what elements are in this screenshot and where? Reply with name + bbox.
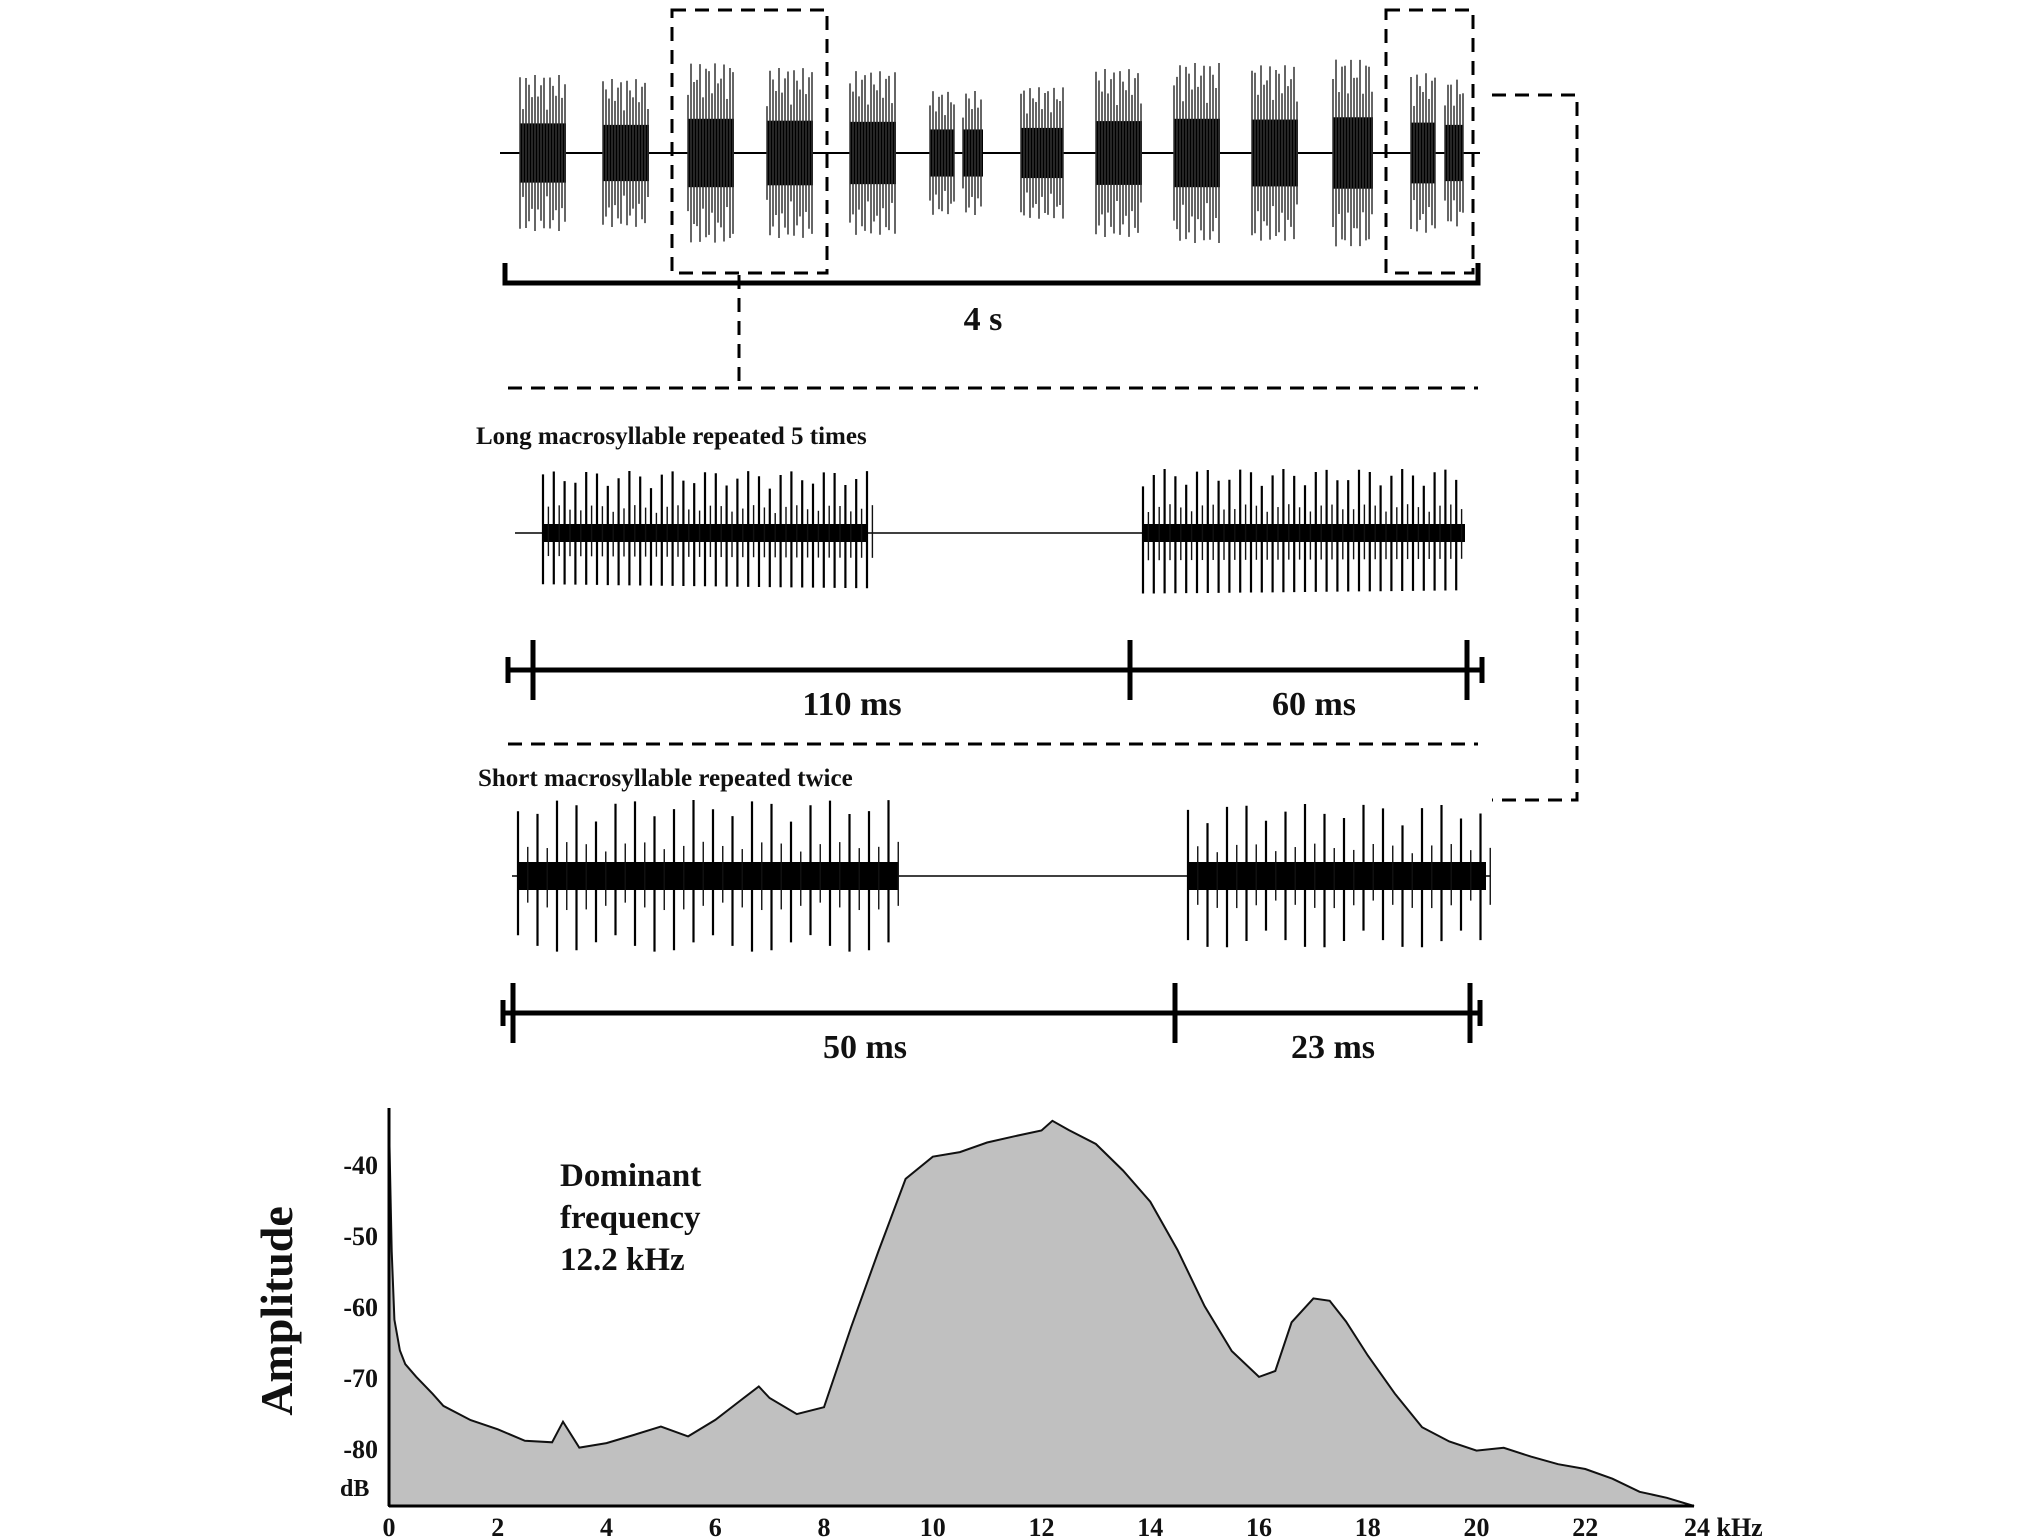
x-tick-label: 4 (600, 1513, 613, 1538)
y-tick-label: -60 (343, 1293, 378, 1322)
dominant-frequency-annotation-line1: Dominant (560, 1158, 701, 1194)
zoom-connectors (737, 93, 1579, 802)
y-tick-label: -50 (343, 1222, 378, 1251)
short-macrosyllable-panel: Short macrosyllable repeated twice 50 ms… (478, 742, 1491, 1066)
overview-scale-bar (502, 263, 1481, 286)
x-tick-label: 16 (1246, 1513, 1272, 1538)
x-tick-label: 8 (818, 1513, 831, 1538)
short-panel-title: Short macrosyllable repeated twice (478, 765, 853, 792)
long-panel-scale-bar (505, 640, 1485, 700)
spectrum-y-unit: dB (340, 1476, 369, 1502)
spectrum-area (388, 1119, 1695, 1507)
overview-burst (1173, 63, 1220, 243)
overview-burst (1410, 73, 1436, 233)
x-tick-label: 14 (1137, 1513, 1163, 1538)
pulse-train-core (1188, 862, 1486, 890)
overview-burst (962, 91, 983, 215)
y-tick-label: -40 (343, 1151, 378, 1180)
y-tick-label: -70 (343, 1364, 378, 1393)
overview-burst (687, 63, 734, 243)
overview-zoom-box-short (1384, 8, 1475, 275)
long-panel-pulses (541, 469, 1465, 594)
long-panel-label-110ms: 110 ms (802, 686, 901, 723)
overview-burst (1020, 87, 1064, 219)
spectrum-y-tick-labels: -40 -50 -60 -70 -80 (343, 1151, 378, 1464)
dominant-frequency-annotation-line2: frequency (560, 1200, 701, 1236)
overview-burst (519, 75, 566, 231)
x-tick-label: 10 (920, 1513, 946, 1538)
frequency-spectrum: 0 2 4 6 8 10 12 14 16 18 20 22 24 kHz -40 -50 -60 -70 -8… (251, 1108, 1763, 1538)
x-tick-label: 0 (383, 1513, 396, 1538)
overview-burst (602, 79, 649, 227)
overview-zoom-box-long (670, 8, 829, 275)
connector-short (1492, 93, 1579, 802)
spectrum-x-tick-labels: 0 2 4 6 8 10 12 14 16 18 20 22 24 kHz (383, 1513, 1763, 1538)
overview-burst (849, 71, 896, 235)
overview-burst (1251, 65, 1298, 241)
x-tick-label: 24 kHz (1684, 1513, 1763, 1538)
x-tick-label: 6 (709, 1513, 722, 1538)
short-panel-scale-bar (500, 983, 1483, 1043)
spectrum-y-axis-title: Amplitude (251, 1206, 302, 1416)
short-panel-label-50ms: 50 ms (823, 1029, 907, 1066)
overview-oscillogram: 4 s (500, 8, 1481, 338)
short-panel-label-23ms: 23 ms (1291, 1029, 1375, 1066)
x-tick-label: 18 (1355, 1513, 1381, 1538)
overview-burst (1332, 59, 1373, 247)
short-panel-pulses (516, 800, 1491, 952)
overview-scale-label: 4 s (964, 301, 1003, 338)
x-tick-label: 2 (491, 1513, 504, 1538)
long-macrosyllable-panel: Long macrosyllable repeated 5 times 110 … (476, 386, 1485, 723)
overview-burst (1095, 69, 1142, 237)
overview-burst (929, 91, 955, 215)
x-tick-label: 12 (1029, 1513, 1055, 1538)
dominant-frequency-annotation-line3: 12.2 kHz (560, 1242, 685, 1278)
x-tick-label: 20 (1464, 1513, 1490, 1538)
overview-burst (1444, 79, 1464, 227)
overview-burst (766, 68, 813, 238)
long-panel-label-60ms: 60 ms (1272, 686, 1356, 723)
x-tick-label: 22 (1572, 1513, 1598, 1538)
pulse-train-core (518, 862, 898, 890)
overview-bursts (519, 59, 1464, 247)
long-panel-title: Long macrosyllable repeated 5 times (476, 423, 867, 450)
y-tick-label: -80 (343, 1435, 378, 1464)
